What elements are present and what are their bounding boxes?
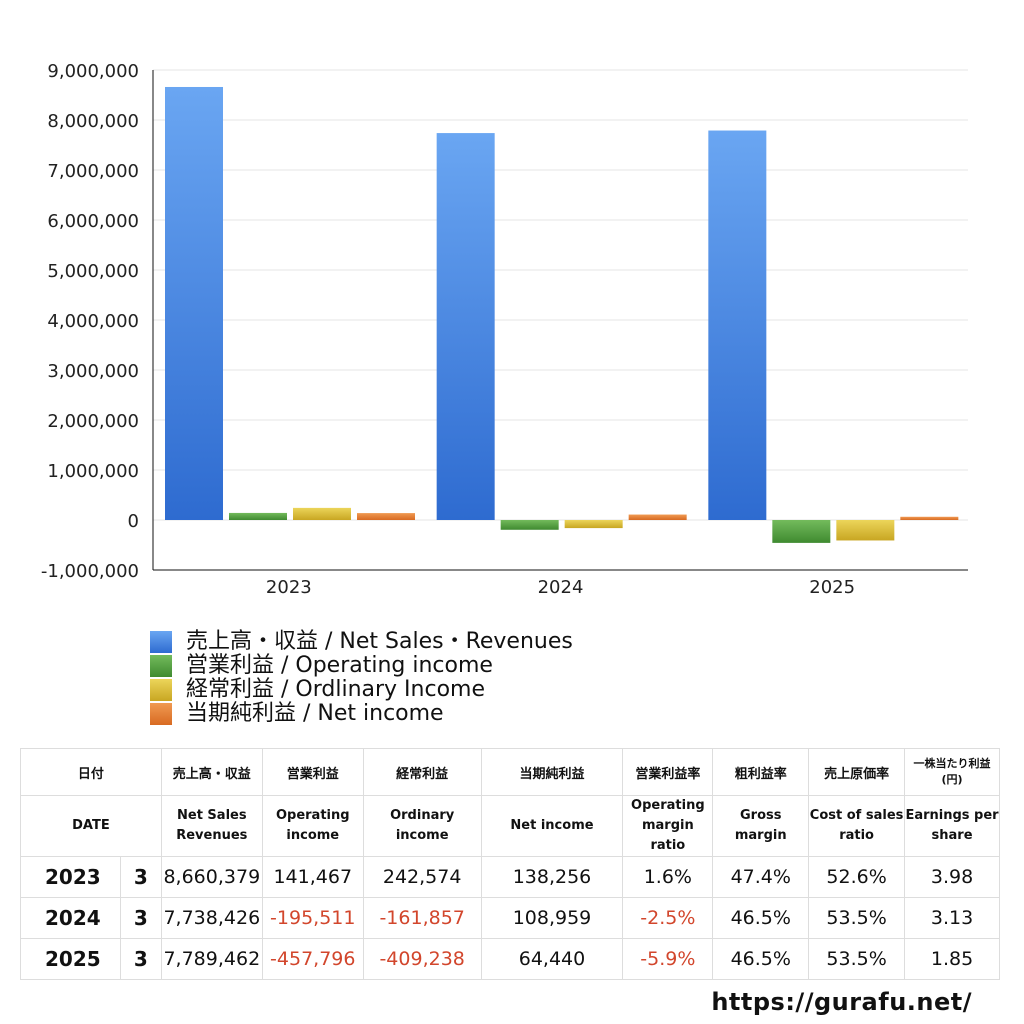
header-jp-op-margin: 営業利益率 bbox=[622, 748, 714, 796]
y-tick-label: 0 bbox=[128, 511, 139, 532]
legend-label-operating: 営業利益 / Operating income bbox=[186, 653, 493, 678]
financial-table: 日付 売上高・収益 営業利益 経常利益 当期純利益 営業利益率 粗利益率 売上原… bbox=[20, 748, 1000, 980]
cell-month: 3 bbox=[119, 938, 162, 980]
legend-item-operating: 営業利益 / Operating income bbox=[150, 654, 573, 678]
bar-sales-2024 bbox=[436, 133, 495, 520]
bar-chart: 9,000,000 8,000,000 7,000,000 6,000,000 5,00… bbox=[41, 61, 968, 598]
cell-year: 2025 bbox=[20, 938, 121, 980]
header-en-op-margin: Operating margin ratio bbox=[622, 795, 714, 857]
header-en-gross: Gross margin bbox=[712, 795, 810, 857]
legend-swatch-sales bbox=[150, 631, 172, 653]
bar-sales-2025 bbox=[708, 130, 767, 520]
legend-swatch-operating bbox=[150, 655, 172, 677]
y-tick-label: 6,000,000 bbox=[47, 211, 139, 232]
bar-ordinary-2023 bbox=[293, 507, 351, 520]
table-row: 2024 3 7,738,426 -195,511 -161,857 108,9… bbox=[20, 897, 1000, 939]
cell-op-margin: -5.9% bbox=[622, 938, 714, 980]
cell-sales: 8,660,379 bbox=[160, 856, 263, 898]
bar-ordinary-2024 bbox=[564, 520, 623, 529]
bar-net-2025 bbox=[900, 516, 959, 520]
table-row: 2025 3 7,789,462 -457,796 -409,238 64,44… bbox=[20, 938, 1000, 980]
cell-gross: 47.4% bbox=[712, 856, 810, 898]
bar-ordinary-2025 bbox=[836, 520, 895, 541]
chart-legend: 売上高・収益 / Net Sales・Revenues 営業利益 / Opera… bbox=[150, 630, 573, 726]
site-url[interactable]: https://gurafu.net/ bbox=[711, 988, 972, 1016]
cell-ordinary: -409,238 bbox=[362, 938, 482, 980]
y-tick-label: 4,000,000 bbox=[47, 311, 139, 332]
cell-op-margin: 1.6% bbox=[622, 856, 714, 898]
x-tick-label: 2025 bbox=[809, 577, 855, 598]
cell-eps: 3.98 bbox=[904, 856, 1000, 898]
cell-month: 3 bbox=[119, 897, 162, 939]
y-tick-label: 8,000,000 bbox=[47, 111, 139, 132]
cell-net: 138,256 bbox=[480, 856, 624, 898]
header-jp-date: 日付 bbox=[20, 748, 162, 796]
y-tick-label: 7,000,000 bbox=[47, 161, 139, 182]
header-en-operating: Operating income bbox=[261, 795, 364, 857]
legend-swatch-ordinary bbox=[150, 679, 172, 701]
legend-swatch-net bbox=[150, 703, 172, 725]
cell-net: 108,959 bbox=[480, 897, 624, 939]
cell-operating: -457,796 bbox=[261, 938, 364, 980]
cell-year: 2024 bbox=[20, 897, 121, 939]
legend-label-net: 当期純利益 / Net income bbox=[186, 701, 444, 726]
cell-net: 64,440 bbox=[480, 938, 624, 980]
cell-ordinary: -161,857 bbox=[362, 897, 482, 939]
header-en-ordinary: Ordinary income bbox=[362, 795, 482, 857]
x-tick-label: 2023 bbox=[266, 577, 312, 598]
y-tick-label: 2,000,000 bbox=[47, 411, 139, 432]
header-jp-sales: 売上高・収益 bbox=[160, 748, 263, 796]
bar-net-2023 bbox=[357, 513, 415, 520]
legend-label-sales: 売上高・収益 / Net Sales・Revenues bbox=[186, 629, 573, 654]
header-en-date: DATE bbox=[20, 795, 162, 857]
cell-ordinary: 242,574 bbox=[362, 856, 482, 898]
header-en-eps: Earnings per share bbox=[904, 795, 1000, 857]
cell-op-margin: -2.5% bbox=[622, 897, 714, 939]
legend-item-net: 当期純利益 / Net income bbox=[150, 702, 573, 726]
cell-sales: 7,789,462 bbox=[160, 938, 263, 980]
header-jp-gross: 粗利益率 bbox=[712, 748, 810, 796]
header-en-cost: Cost of sales ratio bbox=[808, 795, 906, 857]
y-tick-label: 9,000,000 bbox=[47, 61, 139, 82]
y-tick-label: -1,000,000 bbox=[41, 561, 139, 582]
bar-operating-2024 bbox=[500, 520, 559, 530]
header-jp-net: 当期純利益 bbox=[480, 748, 624, 796]
header-en-net: Net income bbox=[480, 795, 624, 857]
header-jp-ordinary: 経常利益 bbox=[362, 748, 482, 796]
x-tick-label: 2024 bbox=[538, 577, 584, 598]
cell-cost: 53.5% bbox=[808, 938, 906, 980]
cell-gross: 46.5% bbox=[712, 897, 810, 939]
legend-item-sales: 売上高・収益 / Net Sales・Revenues bbox=[150, 630, 573, 654]
header-jp-operating: 営業利益 bbox=[261, 748, 364, 796]
cell-eps: 3.13 bbox=[904, 897, 1000, 939]
y-tick-label: 5,000,000 bbox=[47, 261, 139, 282]
bar-sales-2023 bbox=[165, 86, 223, 520]
y-tick-label: 1,000,000 bbox=[47, 461, 139, 482]
cell-cost: 52.6% bbox=[808, 856, 906, 898]
cell-operating: -195,511 bbox=[261, 897, 364, 939]
header-jp-eps: 一株当たり利益(円) bbox=[904, 748, 1000, 796]
cell-eps: 1.85 bbox=[904, 938, 1000, 980]
cell-year: 2023 bbox=[20, 856, 121, 898]
bar-operating-2023 bbox=[229, 512, 287, 520]
bar-operating-2025 bbox=[772, 520, 831, 543]
table-header-en: DATE Net Sales Revenues Operating income… bbox=[20, 795, 1000, 857]
legend-item-ordinary: 経常利益 / Ordlinary Income bbox=[150, 678, 573, 702]
cell-gross: 46.5% bbox=[712, 938, 810, 980]
cell-month: 3 bbox=[119, 856, 162, 898]
bar-net-2024 bbox=[628, 514, 687, 520]
header-en-sales: Net Sales Revenues bbox=[160, 795, 263, 857]
cell-sales: 7,738,426 bbox=[160, 897, 263, 939]
cell-cost: 53.5% bbox=[808, 897, 906, 939]
table-header-jp: 日付 売上高・収益 営業利益 経常利益 当期純利益 営業利益率 粗利益率 売上原… bbox=[20, 748, 1000, 796]
legend-label-ordinary: 経常利益 / Ordlinary Income bbox=[186, 677, 485, 702]
cell-operating: 141,467 bbox=[261, 856, 364, 898]
table-row: 2023 3 8,660,379 141,467 242,574 138,256… bbox=[20, 856, 1000, 898]
y-tick-label: 3,000,000 bbox=[47, 361, 139, 382]
header-jp-cost: 売上原価率 bbox=[808, 748, 906, 796]
